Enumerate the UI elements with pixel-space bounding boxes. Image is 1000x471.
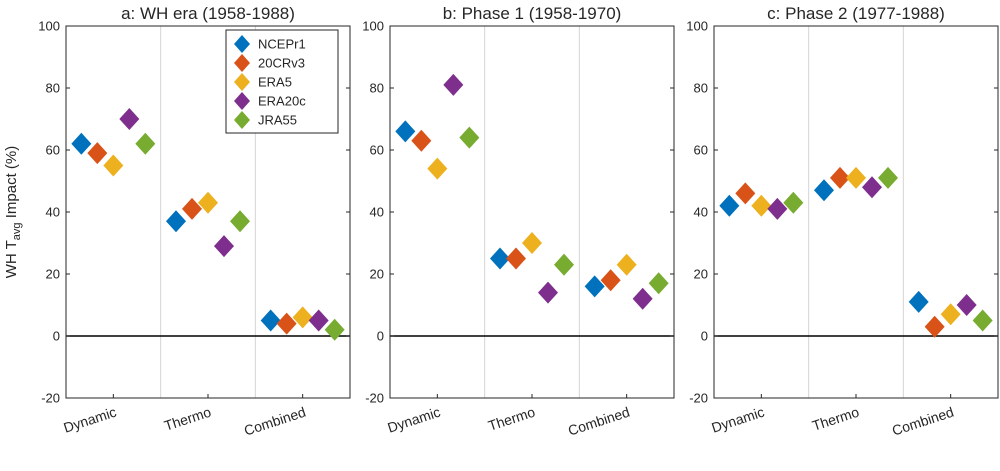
legend-label-era5: ERA5 — [258, 75, 292, 90]
data-point-jra55 — [648, 272, 669, 295]
data-point-jra55 — [878, 166, 898, 189]
axes-box — [713, 25, 999, 399]
legend-label-era20c: ERA20c — [258, 94, 306, 109]
data-point-jra55 — [324, 318, 345, 341]
legend-marker-jra55 — [234, 111, 250, 129]
y-tick-label: 40 — [694, 205, 708, 220]
data-point-era20c — [119, 108, 140, 130]
data-point-era20c — [538, 281, 558, 304]
y-axis-label: WH Tavg Impact (%) — [3, 146, 23, 279]
y-tick-label: 0 — [377, 329, 384, 344]
y-tick-label: 20 — [694, 267, 708, 282]
x-tick-label-thermo: Thermo — [162, 404, 213, 434]
data-point-20crv3 — [830, 166, 850, 189]
y-tick-label: 20 — [370, 267, 384, 282]
data-point-ncepr1 — [71, 132, 92, 155]
axes-box — [389, 25, 675, 399]
chart-panel-3: -20 0 20 40 60 80 100 Dynamic Thermo Combined c: P… — [686, 4, 999, 439]
data-point-20crv3 — [735, 182, 756, 205]
y-tick-label: 40 — [370, 205, 384, 220]
x-tick-label-combined: Combined — [890, 404, 956, 439]
chart-title: a: WH era (1958-1988) — [121, 4, 295, 23]
data-point-era5 — [846, 166, 866, 189]
data-point-era20c — [214, 235, 234, 258]
data-point-20crv3 — [600, 269, 621, 292]
x-tick-label-dynamic: Dynamic — [710, 404, 767, 436]
data-point-era20c — [767, 197, 788, 220]
y-tick-label: 80 — [694, 81, 708, 96]
y-tick-label: 0 — [53, 329, 60, 344]
chart-panel-1: -20 0 20 40 60 80 100 Dynamic Thermo Combined a: W… — [3, 4, 351, 439]
data-point-ncepr1 — [260, 309, 281, 332]
legend-marker-era20c — [234, 92, 250, 110]
data-point-ncepr1 — [814, 179, 834, 202]
chart-title: c: Phase 2 (1977-1988) — [767, 4, 945, 23]
legend-label-20crv3: 20CRv3 — [258, 56, 305, 71]
data-point-era5 — [751, 194, 772, 217]
x-tick-label-dynamic: Dynamic — [386, 404, 443, 436]
data-point-era20c — [308, 309, 329, 332]
data-point-20crv3 — [276, 312, 297, 335]
legend: NCEPr1 20CRv3 ERA5 ERA20c JRA55 — [225, 29, 339, 134]
legend-marker-ncepr1 — [234, 35, 250, 53]
data-point-20crv3 — [182, 197, 202, 220]
y-tick-label: 40 — [46, 205, 60, 220]
data-point-era20c — [443, 73, 464, 96]
y-tick-label: 100 — [38, 19, 60, 34]
y-tick-label: 100 — [686, 19, 708, 34]
x-tick-label-thermo: Thermo — [810, 404, 861, 434]
data-point-20crv3 — [506, 247, 526, 270]
data-point-ncepr1 — [166, 210, 186, 233]
y-tick-label: 100 — [362, 19, 384, 34]
x-tick-label-combined: Combined — [242, 404, 308, 439]
data-point-ncepr1 — [395, 120, 416, 143]
data-point-era20c — [632, 287, 653, 310]
data-point-era5 — [940, 303, 961, 326]
data-point-ncepr1 — [584, 275, 605, 298]
legend-marker-era5 — [234, 73, 250, 91]
data-point-20crv3 — [924, 315, 945, 338]
data-point-era5 — [427, 157, 448, 180]
y-tick-label: -20 — [689, 391, 708, 406]
data-point-era5 — [522, 232, 542, 254]
y-tick-label: 60 — [370, 143, 384, 158]
data-point-20crv3 — [87, 142, 108, 165]
x-tick-label-combined: Combined — [566, 404, 632, 439]
data-point-20crv3 — [411, 129, 432, 152]
y-tick-label: 20 — [46, 267, 60, 282]
data-point-era5 — [292, 306, 313, 329]
data-point-jra55 — [135, 132, 156, 155]
data-point-era5 — [616, 253, 637, 276]
chart-panel-2: -20 0 20 40 60 80 100 Dynamic Thermo Combined b: P… — [362, 4, 675, 439]
x-tick-label-thermo: Thermo — [486, 404, 537, 434]
data-point-jra55 — [783, 191, 804, 214]
legend-label-jra55: JRA55 — [258, 113, 297, 128]
data-point-ncepr1 — [719, 194, 740, 217]
chart-title: b: Phase 1 (1958-1970) — [443, 4, 622, 23]
data-point-jra55 — [459, 126, 480, 149]
data-point-era5 — [198, 191, 218, 214]
legend-label-ncepr1: NCEPr1 — [258, 37, 306, 52]
legend-marker-20crv3 — [234, 54, 250, 72]
data-point-ncepr1 — [490, 247, 510, 270]
x-tick-label-dynamic: Dynamic — [62, 404, 119, 436]
data-point-jra55 — [972, 309, 993, 332]
y-tick-label: 80 — [46, 81, 60, 96]
y-tick-label: -20 — [365, 391, 384, 406]
y-tick-label: 80 — [370, 81, 384, 96]
data-point-jra55 — [230, 210, 250, 233]
y-tick-label: 60 — [694, 143, 708, 158]
data-point-ncepr1 — [908, 290, 929, 313]
y-tick-label: 60 — [46, 143, 60, 158]
data-point-jra55 — [554, 253, 574, 276]
y-tick-label: -20 — [41, 391, 60, 406]
y-tick-label: 0 — [701, 329, 708, 344]
data-point-era20c — [862, 176, 882, 199]
data-point-era5 — [103, 154, 124, 177]
data-point-era20c — [956, 294, 977, 316]
